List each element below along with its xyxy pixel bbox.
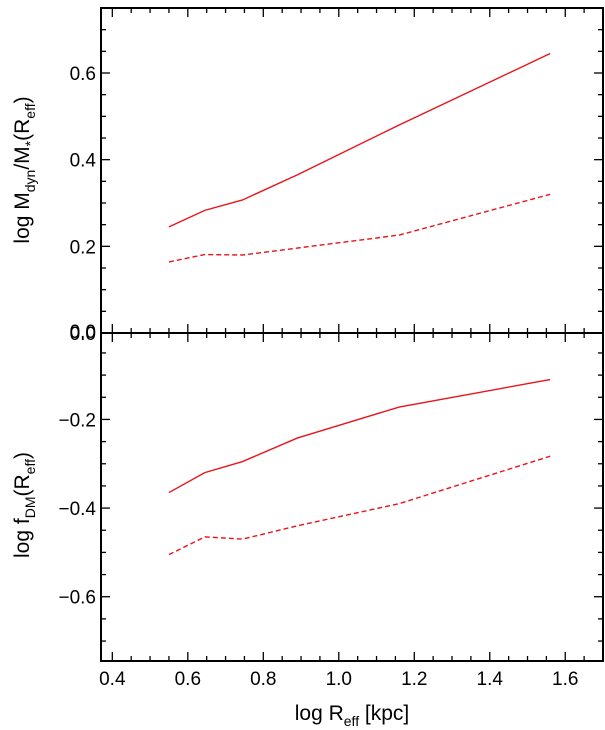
bottom-panel: −0.6 −0.4 −0.2 0.0 0.4 0.6 0.8 1.0 1.2 1.4 1.6	[58, 322, 604, 690]
top-y-tick-label: 0.4	[70, 151, 97, 172]
bottom-y-tick-label: −0.2	[58, 410, 96, 431]
x-tick-label: 0.8	[250, 669, 276, 690]
bottom-y-tick-label: 0.0	[70, 322, 96, 343]
bottom-series-solid-line	[168, 378, 551, 494]
x-tick-label: 1.6	[552, 669, 578, 690]
x-tick-label: 1.4	[477, 669, 504, 690]
x-tick-label: 0.6	[175, 669, 201, 690]
x-tick-label: 1.0	[326, 669, 352, 690]
top-y-tick-label: 0.0	[70, 324, 96, 345]
bottom-y-axis-label: log fDM(Reff)	[11, 452, 38, 558]
top-plot-frame	[100, 7, 604, 334]
x-axis-label: log Reff [kpc]	[295, 702, 410, 729]
bottom-y-tick-label: −0.6	[58, 588, 96, 609]
top-y-tick-label: 0.6	[70, 64, 96, 85]
x-tick-label: 0.4	[99, 669, 126, 690]
bottom-y-tick-label: −0.4	[58, 499, 96, 520]
top-panel: 0.0 0.2 0.4 0.6	[70, 7, 604, 345]
x-tick-label: 1.2	[401, 669, 427, 690]
top-y-tick-label: 0.2	[70, 237, 96, 258]
top-series-solid-line	[168, 52, 551, 228]
bottom-plot-frame	[100, 332, 604, 662]
bottom-series-dashed-line	[168, 455, 551, 556]
top-y-axis-label: log Mdyn/M*(Reff)	[11, 96, 38, 243]
top-series-dashed-line	[168, 193, 551, 263]
